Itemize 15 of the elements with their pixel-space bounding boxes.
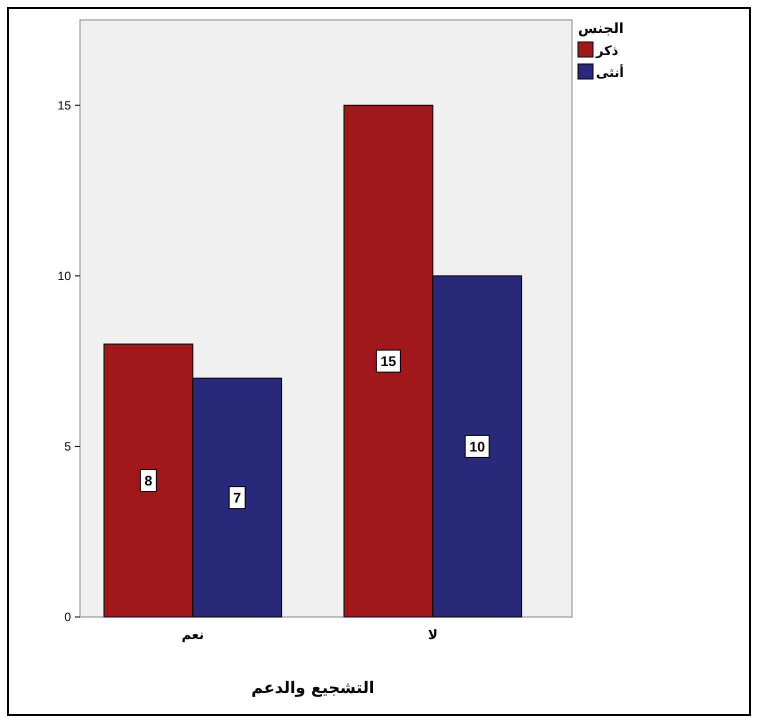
y-tick-label: 5 — [64, 439, 72, 454]
data-label: 10 — [469, 438, 486, 454]
x-tick-label: لا — [428, 628, 438, 643]
y-tick-label: 10 — [58, 268, 72, 283]
legend: الجنس ذكر أنثى — [578, 21, 624, 81]
x-tick-label: نعم — [182, 628, 204, 643]
x-axis-title: التشجيع والدعم — [251, 678, 374, 697]
legend-label: ذكر — [595, 44, 619, 59]
legend-label: أنثى — [596, 64, 624, 81]
legend-title: الجنس — [578, 21, 624, 37]
y-tick-label: 15 — [58, 98, 72, 112]
data-label: 15 — [380, 353, 396, 370]
data-label: 8 — [144, 472, 152, 489]
y-tick-label: 0 — [64, 610, 72, 624]
data-label: 7 — [233, 490, 242, 506]
